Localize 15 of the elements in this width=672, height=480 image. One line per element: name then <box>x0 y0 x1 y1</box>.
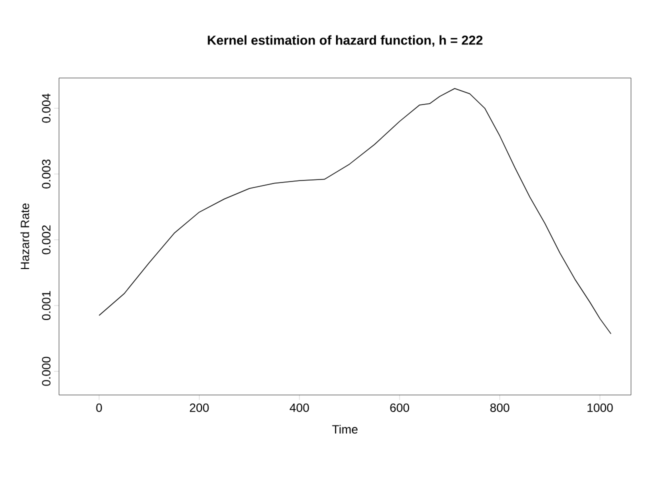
chart-title: Kernel estimation of hazard function, h = 222 <box>208 35 482 47</box>
y-axis-title: Hazard Rate <box>20 203 30 270</box>
line-series <box>98 88 612 334</box>
x-tick-label: 1000 <box>588 404 613 412</box>
x-tick-label: 400 <box>290 404 309 412</box>
y-tick-label: 0.001 <box>42 291 50 320</box>
y-tick-label: 0.002 <box>42 225 50 254</box>
y-tick-label: 0.003 <box>42 160 50 188</box>
x-tick-label: 0 <box>96 404 102 412</box>
x-tick-label: 200 <box>190 404 209 412</box>
y-tick-label: 0.000 <box>42 356 50 386</box>
x-tick-label: 600 <box>390 404 410 412</box>
x-tick-label: 800 <box>490 404 510 412</box>
x-axis-title: Time <box>332 424 358 434</box>
y-tick-label: 0.004 <box>42 94 50 123</box>
